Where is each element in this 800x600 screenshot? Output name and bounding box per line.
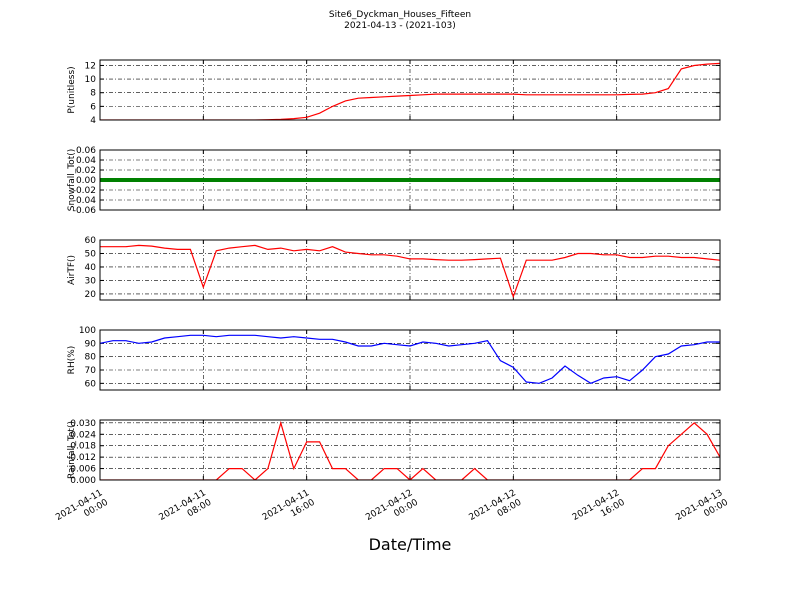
y-tick-label: 50 bbox=[85, 249, 97, 259]
y-axis-label: Snowfall_Tot() bbox=[67, 149, 77, 212]
axes-frame bbox=[99, 239, 721, 301]
y-tick-label: 0.06 bbox=[76, 146, 96, 156]
x-axis-label: Date/Time bbox=[369, 535, 452, 554]
y-tick-label: 12 bbox=[85, 61, 96, 71]
y-tick-label: 4 bbox=[90, 116, 96, 126]
y-tick-label: 90 bbox=[85, 339, 97, 349]
data-line bbox=[100, 244, 720, 299]
y-tick-label: 40 bbox=[85, 263, 97, 273]
y-axis-label: P(unitless) bbox=[67, 66, 77, 113]
y-tick-label: 0.000 bbox=[70, 476, 96, 486]
chart-title: Site6_Dyckman_Houses_Fifteen bbox=[329, 10, 471, 20]
axes-frame bbox=[99, 59, 721, 121]
data-line bbox=[100, 62, 720, 120]
y-tick-label: 80 bbox=[85, 353, 97, 363]
y-tick-label: -0.02 bbox=[73, 186, 96, 196]
y-tick-label: 60 bbox=[85, 379, 97, 389]
y-tick-label: 0.018 bbox=[70, 442, 96, 452]
axes-frame bbox=[99, 329, 721, 391]
y-tick-label: 0.024 bbox=[70, 430, 96, 440]
y-tick-label: 100 bbox=[79, 326, 96, 336]
y-tick-label: -0.04 bbox=[73, 196, 97, 206]
x-tick-label: 2021-04-12 08:00 bbox=[468, 488, 524, 532]
y-tick-label: 0.030 bbox=[70, 419, 96, 429]
y-tick-label: 0.04 bbox=[76, 156, 96, 166]
y-tick-label: 0.006 bbox=[70, 465, 96, 475]
x-tick-label: 2021-04-13 00:00 bbox=[674, 488, 730, 532]
axes-frame bbox=[99, 149, 721, 211]
y-axis-label: Rainfall_Tot() bbox=[67, 421, 77, 479]
y-tick-label: -0.06 bbox=[73, 206, 97, 216]
y-axis-label: AirTF() bbox=[67, 255, 77, 285]
axes-frame bbox=[99, 419, 721, 481]
y-tick-label: 60 bbox=[85, 236, 97, 246]
x-tick-label: 2021-04-11 00:00 bbox=[54, 488, 110, 532]
x-tick-label: 2021-04-11 16:00 bbox=[261, 488, 317, 532]
y-tick-label: 70 bbox=[85, 366, 97, 376]
x-tick-label: 2021-04-12 16:00 bbox=[571, 488, 627, 532]
y-axis-label: RH(%) bbox=[67, 346, 77, 375]
y-tick-label: 6 bbox=[90, 102, 96, 112]
y-tick-label: 0.02 bbox=[76, 166, 96, 176]
chart-subtitle: 2021-04-13 - (2021-103) bbox=[344, 21, 456, 31]
y-tick-label: 0.012 bbox=[70, 453, 96, 463]
y-tick-label: 20 bbox=[85, 290, 97, 300]
x-tick-label: 2021-04-12 00:00 bbox=[364, 488, 420, 532]
y-tick-label: 30 bbox=[85, 276, 97, 286]
y-tick-label: 0.00 bbox=[76, 176, 96, 186]
x-tick-label: 2021-04-11 08:00 bbox=[158, 488, 214, 532]
data-line bbox=[100, 334, 720, 384]
y-tick-label: 10 bbox=[85, 75, 97, 85]
y-tick-label: 8 bbox=[90, 89, 96, 99]
